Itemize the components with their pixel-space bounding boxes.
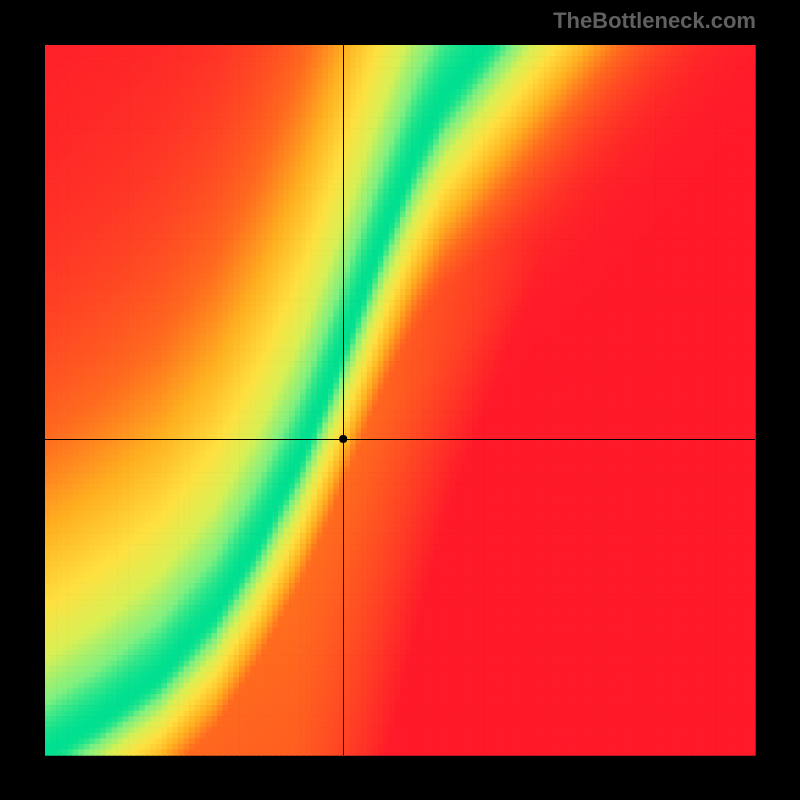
bottleneck-heatmap [0,0,800,800]
chart-container: { "type": "heatmap", "canvas": { "width"… [0,0,800,800]
watermark-text: TheBottleneck.com [553,8,756,34]
